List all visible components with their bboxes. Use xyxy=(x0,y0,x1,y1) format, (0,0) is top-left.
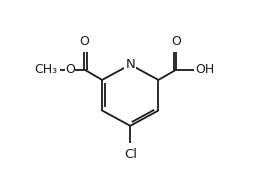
Text: O: O xyxy=(79,35,89,48)
Text: CH₃: CH₃ xyxy=(35,63,58,76)
Text: N: N xyxy=(125,58,135,71)
Text: OH: OH xyxy=(195,63,214,76)
Text: O: O xyxy=(172,35,181,48)
Text: Cl: Cl xyxy=(124,148,137,161)
Text: O: O xyxy=(65,63,75,76)
